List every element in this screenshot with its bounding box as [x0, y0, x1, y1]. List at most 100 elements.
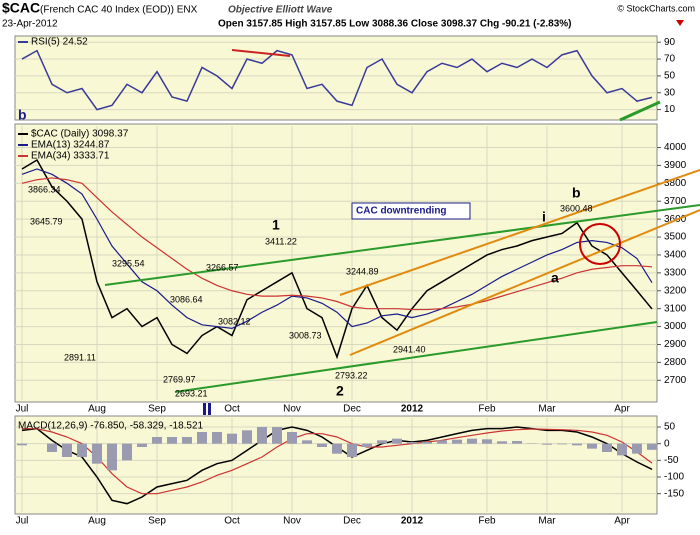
x-tick-label: Mar: [538, 516, 556, 527]
histogram-bar: [227, 434, 237, 444]
histogram-bar: [617, 444, 627, 456]
annotation: a: [551, 270, 559, 286]
x-tick-label: Sep: [148, 404, 166, 415]
annotation: b: [572, 185, 581, 201]
y-tick-label: 2800: [664, 357, 687, 368]
y-tick-label: 3500: [664, 232, 687, 243]
annotation: 2891.11: [64, 352, 96, 362]
histogram-bar: [437, 440, 447, 443]
rsi-panel: [15, 36, 657, 120]
annotation: 2793.22: [335, 370, 368, 380]
legend-label: EMA(34) 3333.71: [31, 151, 110, 162]
annotation: 2769.97: [163, 374, 196, 384]
y-tick-label: -150: [664, 488, 684, 499]
x-tick-label: Feb: [478, 404, 496, 415]
histogram-bar: [632, 444, 642, 454]
histogram-bar: [497, 441, 507, 443]
marker: [208, 403, 211, 415]
y-tick-label: 50: [664, 71, 676, 82]
histogram-bar: [587, 444, 597, 449]
histogram-bar: [77, 444, 87, 457]
symbol-name: (French CAC 40 Index (EOD)) ENX: [40, 5, 198, 16]
histogram-bar: [407, 442, 417, 444]
histogram-bar: [167, 437, 177, 444]
y-tick-label: 2900: [664, 339, 687, 350]
histogram-bar: [17, 444, 27, 446]
annotation: 1: [272, 217, 280, 233]
x-tick-label: Aug: [88, 516, 106, 527]
annotation: 2693.21: [175, 388, 208, 398]
histogram-bar: [467, 439, 477, 444]
marker: [203, 403, 206, 415]
y-tick-label: 4000: [664, 142, 687, 153]
annotation: 2: [336, 383, 344, 399]
histogram-bar: [137, 444, 147, 447]
legend-label: EMA(13) 3244.87: [31, 140, 110, 151]
annotation: 3295.54: [112, 258, 145, 268]
x-tick-label: 2012: [401, 404, 424, 415]
x-tick-label: Dec: [343, 516, 361, 527]
x-tick-label: Oct: [224, 516, 240, 527]
annotation: 3866.34: [28, 184, 61, 194]
x-tick-label: Apr: [614, 516, 630, 527]
x-tick-label: Feb: [478, 516, 496, 527]
histogram-bar: [377, 440, 387, 443]
subtitle: Objective Elliott Wave: [228, 5, 333, 16]
histogram-bar: [197, 432, 207, 444]
histogram-bar: [422, 442, 432, 444]
symbol: $CAC: [2, 0, 40, 16]
histogram-bar: [122, 444, 132, 461]
histogram-bar: [392, 439, 402, 444]
legend-label: $CAC (Daily) 3098.37: [31, 129, 129, 140]
y-tick-label: 0: [664, 438, 670, 449]
y-tick-label: -100: [664, 472, 684, 483]
histogram-bar: [317, 444, 327, 447]
annotation: CAC downtrending: [356, 206, 447, 217]
annotation: 3244.89: [346, 266, 379, 276]
histogram-bar: [482, 439, 492, 443]
x-tick-label: Jul: [16, 516, 29, 527]
x-tick-label: Jul: [16, 404, 29, 415]
y-tick-label: 3000: [664, 321, 687, 332]
histogram-bar: [512, 441, 522, 444]
histogram-bar: [572, 444, 582, 446]
annotation: 3645.79: [30, 216, 63, 226]
histogram-bar: [347, 444, 357, 457]
y-tick-label: 3100: [664, 303, 687, 314]
y-tick-label: 3900: [664, 160, 687, 171]
histogram-bar: [92, 444, 102, 464]
histogram-bar: [287, 432, 297, 444]
y-tick-label: 10: [664, 104, 676, 115]
histogram-bar: [62, 444, 72, 457]
histogram-bar: [542, 444, 552, 445]
x-tick-label: Dec: [343, 404, 361, 415]
histogram-bar: [182, 437, 192, 444]
legend-label: RSI(5) 24.52: [31, 37, 88, 48]
annotation: 3266.57: [206, 262, 239, 272]
x-tick-label: Nov: [283, 404, 301, 415]
x-tick-label: Oct: [224, 404, 240, 415]
y-tick-label: 70: [664, 54, 676, 65]
y-tick-label: 3200: [664, 285, 687, 296]
y-tick-label: 2700: [664, 375, 687, 386]
histogram-bar: [557, 444, 567, 445]
credit: © StockCharts.com: [617, 3, 695, 13]
histogram-bar: [212, 432, 222, 444]
x-tick-label: Nov: [283, 516, 301, 527]
histogram-bar: [647, 444, 657, 450]
annotation: b: [18, 107, 27, 123]
histogram-bar: [302, 440, 312, 443]
annotation: 3008.73: [289, 330, 322, 340]
histogram-bar: [332, 444, 342, 454]
y-tick-label: 50: [664, 422, 676, 433]
histogram-bar: [242, 430, 252, 443]
histogram-bar: [107, 444, 117, 471]
panel-label: MACD(12,26,9) -76.850, -58.329, -18.521: [18, 421, 204, 432]
x-tick-label: Sep: [148, 516, 166, 527]
x-tick-label: Mar: [538, 404, 556, 415]
annotation: 2941.40: [393, 344, 426, 354]
y-tick-label: 90: [664, 37, 676, 48]
histogram-bar: [47, 444, 57, 452]
histogram-bar: [362, 444, 372, 447]
